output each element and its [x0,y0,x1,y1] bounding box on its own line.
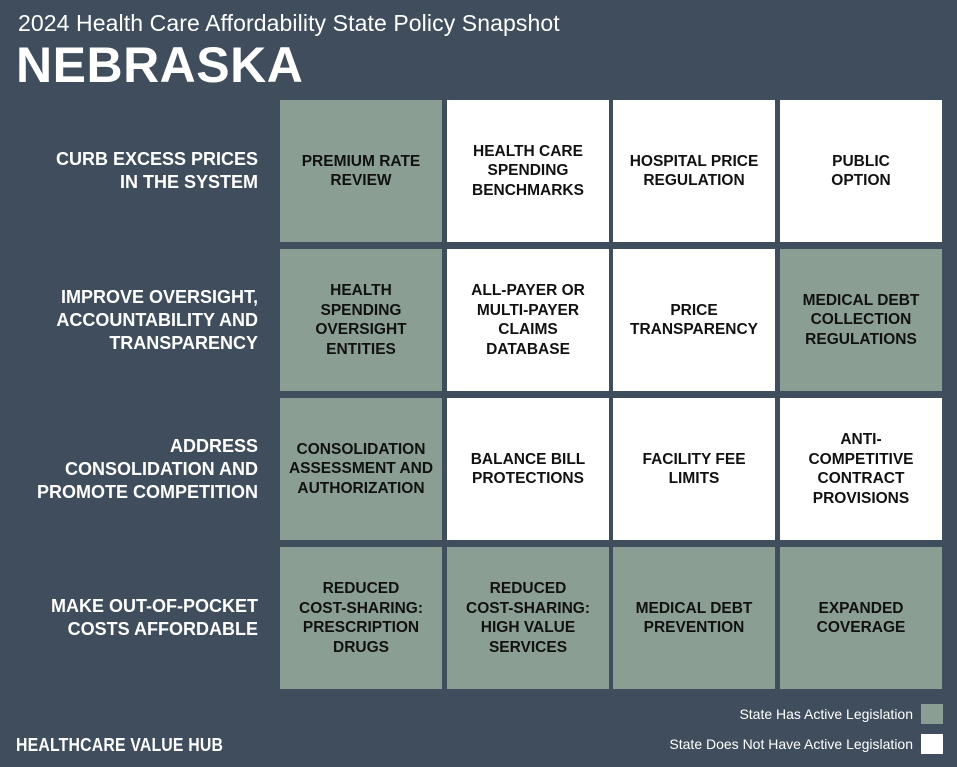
policy-cell: FACILITY FEE LIMITS [613,398,775,540]
policy-cell-label: REDUCED COST-SHARING: PRESCRIPTION DRUGS [299,580,423,656]
policy-cell-label: ANTI- COMPETITIVE CONTRACT PROVISIONS [808,431,914,507]
policy-cell-label: EXPANDED COVERAGE [816,599,906,637]
policy-cell: REDUCED COST-SHARING: PRESCRIPTION DRUGS [280,547,442,689]
row-label: MAKE OUT-OF-POCKET COSTS AFFORDABLE [51,596,258,639]
policy-cell: ANTI- COMPETITIVE CONTRACT PROVISIONS [780,398,942,540]
policy-cell-label: FACILITY FEE LIMITS [642,450,746,488]
legend-inactive: State Does Not Have Active Legislation [669,734,943,754]
policy-cell: MEDICAL DEBT COLLECTION REGULATIONS [780,249,942,391]
brand-logo: HEALTHCARE VALUE HUB [16,735,224,755]
policy-cell-label: PREMIUM RATE REVIEW [301,152,421,190]
policy-cell: HOSPITAL PRICE REGULATION [613,100,775,242]
page-subtitle: 2024 Health Care Affordability State Pol… [18,10,560,36]
state-title: NEBRASKA [16,37,304,93]
policy-cell-label: HOSPITAL PRICE REGULATION [629,152,759,190]
legend-inactive-swatch [921,734,943,754]
policy-cell-label: ALL-PAYER OR MULTI-PAYER CLAIMS DATABASE [471,282,585,358]
policy-cell: HEALTH SPENDING OVERSIGHT ENTITIES [280,249,442,391]
row-label: CURB EXCESS PRICES IN THE SYSTEM [55,149,258,192]
row-label: IMPROVE OVERSIGHT, ACCOUNTABILITY AND TRAN… [56,286,258,353]
policy-cell-label: MEDICAL DEBT PREVENTION [635,599,753,637]
policy-cell-label: HEALTH SPENDING OVERSIGHT ENTITIES [315,282,407,358]
policy-cell-label: PUBLIC OPTION [831,152,891,190]
policy-cell-label: CONSOLIDATION ASSESSMENT AND AUTHORIZATION [288,440,434,497]
policy-cell: PREMIUM RATE REVIEW [280,100,442,242]
policy-cell: BALANCE BILL PROTECTIONS [447,398,609,540]
policy-cell: MEDICAL DEBT PREVENTION [613,547,775,689]
legend-inactive-label: State Does Not Have Active Legislation [669,736,913,752]
policy-cell-label: BALANCE BILL PROTECTIONS [470,450,586,488]
legend-active: State Has Active Legislation [739,704,943,724]
policy-cell: EXPANDED COVERAGE [780,547,942,689]
policy-cell: ALL-PAYER OR MULTI-PAYER CLAIMS DATABASE [447,249,609,391]
policy-cell: HEALTH CARE SPENDING BENCHMARKS [447,100,609,242]
policy-cell-label: REDUCED COST-SHARING: HIGH VALUE SERVICES [466,580,590,656]
policy-cell: PUBLIC OPTION [780,100,942,242]
policy-cell: PRICE TRANSPARENCY [613,249,775,391]
policy-cell-label: PRICE TRANSPARENCY [629,301,759,339]
legend-active-swatch [921,704,943,724]
policy-cell-label: HEALTH CARE SPENDING BENCHMARKS [472,142,584,199]
policy-cell: REDUCED COST-SHARING: HIGH VALUE SERVICES [447,547,609,689]
policy-cell: CONSOLIDATION ASSESSMENT AND AUTHORIZATION [280,398,442,540]
legend-active-label: State Has Active Legislation [739,706,913,722]
row-label: ADDRESS CONSOLIDATION AND PROMOTE COMPETIT… [36,435,258,502]
policy-cell-label: MEDICAL DEBT COLLECTION REGULATIONS [802,291,920,348]
